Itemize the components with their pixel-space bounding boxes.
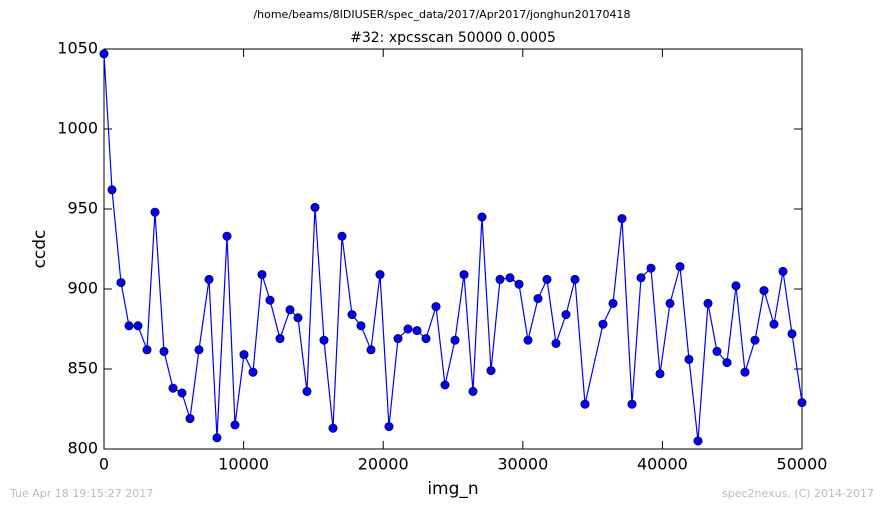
data-point bbox=[533, 294, 543, 304]
y-tick-label: 850 bbox=[67, 359, 98, 378]
data-point bbox=[551, 338, 561, 348]
chart-title: #32: xpcsscan 50000 0.0005 bbox=[350, 30, 556, 46]
data-point bbox=[675, 262, 685, 272]
x-tick-label: 40000 bbox=[637, 455, 688, 474]
data-point bbox=[759, 286, 769, 296]
data-point bbox=[703, 298, 713, 308]
data-point bbox=[159, 346, 169, 356]
data-point bbox=[722, 358, 732, 368]
data-point bbox=[328, 423, 338, 433]
data-point bbox=[107, 185, 117, 195]
y-tick-label: 950 bbox=[67, 199, 98, 218]
data-point bbox=[731, 281, 741, 291]
data-point bbox=[542, 274, 552, 284]
x-tick-label: 30000 bbox=[497, 455, 548, 474]
data-point bbox=[655, 369, 665, 379]
data-point bbox=[212, 433, 222, 443]
data-point bbox=[636, 273, 646, 283]
data-point bbox=[275, 334, 285, 344]
data-point bbox=[356, 321, 366, 331]
data-point bbox=[468, 386, 478, 396]
data-point bbox=[302, 386, 312, 396]
data-point bbox=[514, 279, 524, 289]
data-point bbox=[204, 274, 214, 284]
x-axis-label: img_n bbox=[427, 479, 478, 499]
data-point bbox=[337, 231, 347, 241]
data-point bbox=[421, 334, 431, 344]
data-point bbox=[248, 367, 258, 377]
data-point bbox=[285, 305, 295, 315]
y-tick-label: 900 bbox=[67, 279, 98, 298]
data-point bbox=[393, 334, 403, 344]
data-point bbox=[133, 321, 143, 331]
y-axis-label: ccdc bbox=[30, 230, 50, 269]
data-point bbox=[150, 207, 160, 217]
data-point bbox=[750, 335, 760, 345]
x-tick-label: 10000 bbox=[218, 455, 269, 474]
data-point bbox=[459, 270, 469, 280]
data-point bbox=[347, 310, 357, 320]
data-point bbox=[319, 335, 329, 345]
data-point bbox=[561, 310, 571, 320]
y-tick-label: 1000 bbox=[57, 119, 98, 138]
data-point bbox=[257, 270, 267, 280]
data-point bbox=[769, 319, 779, 329]
data-point bbox=[712, 346, 722, 356]
x-tick-label: 50000 bbox=[777, 455, 828, 474]
data-point bbox=[142, 345, 152, 355]
data-point bbox=[598, 319, 608, 329]
data-point bbox=[617, 214, 627, 224]
data-point bbox=[366, 345, 376, 355]
data-point bbox=[570, 274, 580, 284]
data-point bbox=[740, 367, 750, 377]
footer-left: Tue Apr 18 19:15:27 2017 bbox=[9, 487, 153, 500]
data-point bbox=[99, 49, 109, 59]
data-point bbox=[293, 313, 303, 323]
data-point bbox=[177, 388, 187, 398]
data-point bbox=[194, 345, 204, 355]
data-point bbox=[580, 399, 590, 409]
data-point bbox=[450, 335, 460, 345]
series-line bbox=[103, 53, 803, 442]
data-point bbox=[627, 399, 637, 409]
data-point bbox=[684, 354, 694, 364]
suptitle: /home/beams/8IDIUSER/spec_data/2017/Apr2… bbox=[253, 8, 630, 21]
data-point bbox=[185, 414, 195, 424]
data-point bbox=[384, 422, 394, 432]
data-point bbox=[265, 295, 275, 305]
data-point bbox=[403, 324, 413, 334]
data-point bbox=[431, 302, 441, 312]
x-tick-label: 20000 bbox=[358, 455, 409, 474]
data-point bbox=[608, 298, 618, 308]
data-point bbox=[797, 398, 807, 408]
data-point bbox=[505, 273, 515, 283]
data-point bbox=[116, 278, 126, 288]
data-point bbox=[495, 274, 505, 284]
data-point bbox=[412, 326, 422, 336]
data-point bbox=[778, 266, 788, 276]
data-point bbox=[124, 321, 134, 331]
data-point bbox=[168, 383, 178, 393]
data-point bbox=[665, 298, 675, 308]
plot-frame bbox=[103, 48, 803, 450]
data-point bbox=[486, 366, 496, 376]
data-point bbox=[523, 335, 533, 345]
data-point bbox=[230, 420, 240, 430]
data-point bbox=[693, 436, 703, 446]
data-point bbox=[440, 380, 450, 390]
data-point bbox=[239, 350, 249, 360]
data-point bbox=[787, 329, 797, 339]
data-point bbox=[477, 212, 487, 222]
data-point bbox=[646, 263, 656, 273]
footer-right: spec2nexus, (C) 2014-2017 bbox=[722, 487, 874, 500]
data-point bbox=[310, 202, 320, 212]
data-point bbox=[375, 270, 385, 280]
y-tick-label: 1050 bbox=[57, 39, 98, 58]
data-point bbox=[222, 231, 232, 241]
x-tick-label: 0 bbox=[99, 455, 109, 474]
y-tick-label: 800 bbox=[67, 439, 98, 458]
